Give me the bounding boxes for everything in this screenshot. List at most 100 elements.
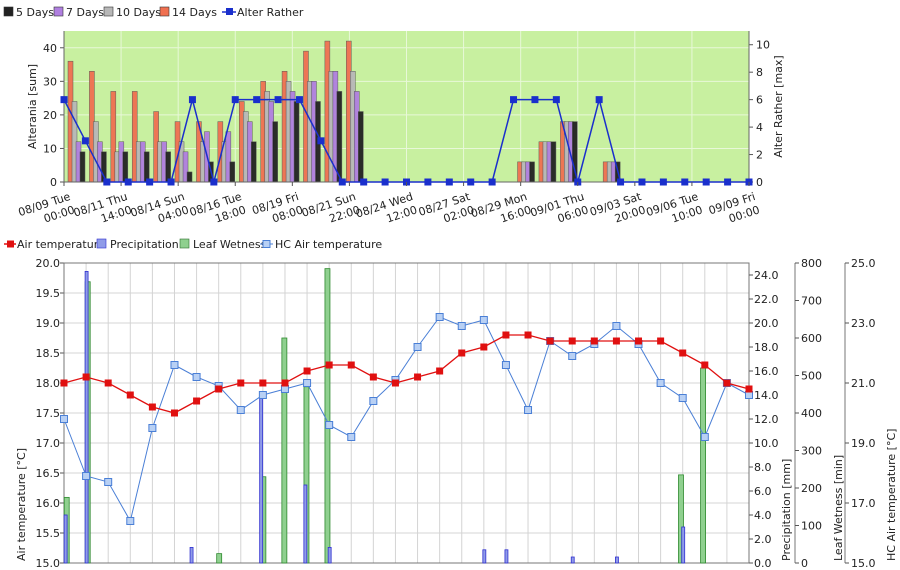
- bottom-ylabel-leaf: Leaf Wetness [min]: [832, 455, 845, 561]
- bar-d5: [186, 171, 193, 183]
- bar-precipitation: [482, 549, 487, 564]
- marker-hc-air-temperature: [303, 379, 312, 387]
- bottom-ytick-air-label: 18.5: [36, 347, 61, 360]
- bottom-ytick-air-label: 16.5: [36, 467, 61, 480]
- marker-air-temperature: [281, 379, 289, 387]
- bottom-ytick-precip-label: 18.0: [754, 341, 779, 354]
- bar-d5: [122, 151, 129, 183]
- marker-hc-air-temperature: [192, 373, 201, 381]
- bottom-ytick-leaf-label: 0: [801, 557, 808, 570]
- bottom-ytick-hc-label: 23.0: [851, 317, 876, 330]
- legend-label-2: 10 Days: [116, 6, 161, 19]
- bar-leaf-wetness: [700, 367, 706, 564]
- bottom-ytick-air-label: 17.5: [36, 407, 61, 420]
- bar-d5: [229, 161, 236, 183]
- marker-hc-air-temperature: [612, 322, 621, 330]
- marker-hc-air-temperature: [479, 316, 488, 324]
- bottom-ytick-precip-label: 24.0: [754, 269, 779, 282]
- top-ylabel-right: Alter Rather [max]: [772, 55, 785, 157]
- legend-label-3: 14 Days: [172, 6, 217, 19]
- marker-alter-rather: [124, 178, 132, 186]
- top-ytick-left-label: 40: [43, 42, 57, 55]
- bottom-ytick-leaf-label: 300: [801, 445, 822, 458]
- marker-hc-air-temperature: [236, 406, 245, 414]
- marker-alter-rather: [81, 137, 89, 145]
- bottom-ytick-air-label: 17.0: [36, 437, 61, 450]
- marker-air-temperature: [590, 337, 598, 345]
- bar-precipitation: [84, 270, 89, 564]
- marker-air-temperature: [347, 361, 355, 369]
- bar-leaf-wetness: [678, 474, 684, 564]
- legend2-label-2: Leaf Wetness: [193, 238, 267, 251]
- bar-d5: [358, 111, 364, 183]
- top-ytick-left-label: 10: [43, 142, 57, 155]
- bar-d5: [336, 91, 343, 183]
- bar-d5: [79, 151, 86, 183]
- bottom-ytick-precip-label: 0.0: [754, 557, 772, 570]
- legend2-label-1: Precipitation: [110, 238, 179, 251]
- bottom-ytick-precip-label: 4.0: [754, 509, 772, 522]
- top-ytick-right-label: 4: [756, 121, 763, 134]
- marker-alter-rather: [488, 178, 496, 186]
- marker-alter-rather: [210, 178, 218, 186]
- marker-air-temperature: [369, 373, 377, 381]
- marker-alter-rather: [146, 178, 154, 186]
- bar-precipitation: [681, 526, 686, 564]
- bar-d5: [251, 141, 257, 183]
- marker-air-temperature: [148, 403, 156, 411]
- top-ytick-right-label: 2: [756, 149, 763, 162]
- top-ytick-right-label: 10: [756, 39, 770, 52]
- bottom-ytick-air-label: 20.0: [36, 257, 61, 270]
- marker-hc-air-temperature: [325, 421, 334, 429]
- bottom-ytick-hc-label: 25.0: [851, 257, 876, 270]
- marker-hc-air-temperature: [60, 415, 68, 423]
- marker-alter-rather: [295, 96, 303, 104]
- marker-hc-air-temperature: [104, 478, 113, 486]
- bar-d5: [165, 151, 171, 183]
- marker-alter-rather: [552, 96, 560, 104]
- marker-alter-rather: [360, 178, 368, 186]
- marker-air-temperature: [303, 367, 311, 375]
- marker-hc-air-temperature: [148, 424, 157, 432]
- bottom-ytick-precip-label: 10.0: [754, 437, 779, 450]
- bottom-ylabel-precip: Precipitation [mm]: [780, 459, 793, 561]
- top-ytick-left-label: 0: [50, 176, 57, 189]
- bottom-ytick-leaf-label: 500: [801, 370, 822, 383]
- marker-air-temperature: [679, 349, 687, 357]
- bottom-ytick-air-label: 15.5: [36, 527, 61, 540]
- top-ytick-left-label: 20: [43, 109, 57, 122]
- series-air-temperature: [63, 334, 750, 414]
- legend-swatch-1: [53, 6, 64, 17]
- bar-precipitation: [327, 547, 332, 564]
- legend2-label-3: HC Air temperature: [275, 238, 382, 251]
- bar-precipitation: [570, 556, 575, 564]
- marker-hc-air-temperature: [457, 322, 466, 330]
- marker-air-temperature: [657, 337, 665, 345]
- bar-d5: [293, 101, 300, 183]
- bar-precipitation: [189, 547, 194, 564]
- marker-air-temperature: [612, 337, 620, 345]
- bottom-ytick-air-label: 16.0: [36, 497, 61, 510]
- legend-label-1: 7 Days: [66, 6, 104, 19]
- bottom-ytick-air-label: 15.0: [36, 557, 61, 570]
- bottom-ytick-precip-label: 22.0: [754, 293, 779, 306]
- marker-hc-air-temperature: [745, 391, 753, 399]
- marker-air-temperature: [414, 373, 422, 381]
- marker-hc-air-temperature: [258, 391, 267, 399]
- marker-hc-air-temperature: [126, 517, 135, 525]
- bottom-ytick-hc-label: 21.0: [851, 377, 876, 390]
- marker-alter-rather: [467, 178, 475, 186]
- bottom-ytick-air-label: 19.0: [36, 317, 61, 330]
- bottom-ytick-air-label: 18.0: [36, 377, 61, 390]
- marker-alter-rather: [531, 96, 539, 104]
- marker-alter-rather: [188, 96, 196, 104]
- bar-d5: [272, 121, 278, 183]
- bottom-ytick-hc-label: 15.0: [851, 557, 876, 570]
